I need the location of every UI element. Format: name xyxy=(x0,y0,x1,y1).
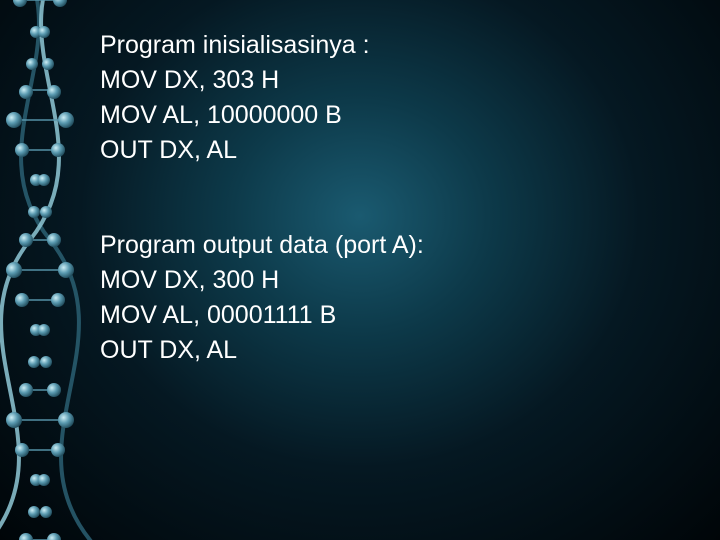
init-code-line: MOV AL, 10000000 B xyxy=(100,98,424,133)
slide-content: Program inisialisasinya : MOV DX, 303 H … xyxy=(100,28,424,428)
init-heading: Program inisialisasinya : xyxy=(100,28,424,63)
code-block-init: Program inisialisasinya : MOV DX, 303 H … xyxy=(100,28,424,168)
output-code-line: MOV AL, 00001111 B xyxy=(100,298,424,333)
output-code-line: OUT DX, AL xyxy=(100,333,424,368)
output-code-line: MOV DX, 300 H xyxy=(100,263,424,298)
init-code-line: MOV DX, 303 H xyxy=(100,63,424,98)
init-code-line: OUT DX, AL xyxy=(100,133,424,168)
code-block-output: Program output data (port A): MOV DX, 30… xyxy=(100,228,424,368)
output-heading: Program output data (port A): xyxy=(100,228,424,263)
